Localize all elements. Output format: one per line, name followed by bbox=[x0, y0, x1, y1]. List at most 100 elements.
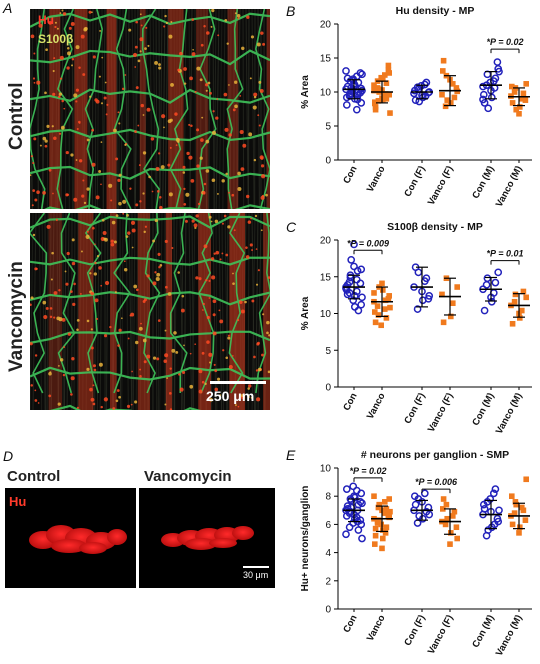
chart-e-point-0-27 bbox=[349, 519, 358, 527]
chart-e-point-2-5 bbox=[411, 500, 420, 509]
chart-e-category-0: Con bbox=[341, 613, 359, 635]
chart-e-category-5: Vanco (M) bbox=[494, 613, 525, 658]
chart-c-point-4-4 bbox=[494, 268, 503, 277]
micrograph-control-image bbox=[30, 9, 270, 209]
chart-b-point-3-11 bbox=[444, 97, 450, 103]
chart-e-point-2-3 bbox=[420, 489, 429, 498]
title-vancomycin-d: Vancomycin bbox=[144, 468, 232, 485]
chart-e-point-1-24 bbox=[385, 511, 392, 518]
chart-e-point-5-6 bbox=[511, 510, 518, 516]
chart-b-point-1-13 bbox=[382, 91, 389, 97]
chart-c-point-1-14 bbox=[387, 304, 393, 311]
chart-c-category-2: Con (F) bbox=[402, 391, 427, 426]
chart-b-point-1-23 bbox=[383, 96, 390, 102]
chart-b-point-0-13 bbox=[353, 95, 362, 104]
chart-e-sig-label-1: *P = 0.006 bbox=[415, 477, 458, 487]
chart-e-point-3-10 bbox=[440, 506, 446, 512]
chart-e-ylabel: Hu+ neurons/ganglion bbox=[300, 486, 311, 592]
chart-c-point-5-8 bbox=[520, 288, 527, 295]
chart-c-point-1-4 bbox=[386, 293, 392, 299]
chart-e-ytick-label-0: 0 bbox=[325, 605, 331, 616]
chart-c-point-1-13 bbox=[382, 297, 389, 304]
chart-c-point-0-9 bbox=[356, 279, 365, 288]
chart-e-point-1-2 bbox=[380, 527, 386, 533]
chart-c-point-1-8 bbox=[383, 315, 390, 321]
chart-b-category-4: Con (M) bbox=[470, 164, 496, 200]
chart-e-point-5-3 bbox=[519, 504, 525, 511]
chart-e-point-3-7 bbox=[447, 541, 453, 547]
label-hu-d: Hu bbox=[9, 494, 27, 509]
chart-b-point-3-9 bbox=[453, 85, 460, 91]
scale-bar-a bbox=[210, 381, 266, 384]
chart-c-category-0: Con bbox=[341, 391, 359, 413]
chart-c-point-5-6 bbox=[511, 298, 518, 305]
scale-bar-d bbox=[243, 566, 269, 568]
chart-c-point-4-1 bbox=[483, 274, 492, 283]
chart-b-point-5-7 bbox=[516, 110, 522, 117]
chart-b-point-5-6 bbox=[511, 89, 518, 95]
chart-c-point-4-8 bbox=[491, 278, 500, 287]
chart-b-point-5-2 bbox=[517, 104, 523, 110]
chart-c-point-0-4 bbox=[357, 300, 366, 309]
chart-c-point-3-0 bbox=[439, 291, 445, 298]
chart-b-point-4-0 bbox=[479, 82, 487, 91]
chart-c-point-0-11 bbox=[347, 255, 356, 264]
chart-b-point-0-25 bbox=[342, 101, 351, 109]
chart-e-point-5-11 bbox=[513, 501, 519, 508]
micrograph-vancomycin-image bbox=[30, 213, 270, 410]
micrograph-vancomycin: 250 μm bbox=[30, 213, 270, 410]
chart-e-point-1-13 bbox=[382, 530, 389, 536]
chart-e-point-3-1 bbox=[443, 501, 450, 508]
chart-c-point-1-10 bbox=[372, 309, 378, 315]
chart-b-point-5-5 bbox=[509, 100, 516, 106]
chart-c-point-4-6 bbox=[482, 280, 491, 289]
chart-b-point-3-2 bbox=[448, 100, 454, 106]
chart-c-sig-label-1: *P = 0.01 bbox=[487, 249, 524, 259]
chart-b-point-4-8 bbox=[491, 74, 500, 83]
chart-c-point-1-15 bbox=[371, 290, 377, 296]
chart-b-point-0-27 bbox=[349, 76, 358, 85]
chart-c-point-5-4 bbox=[523, 294, 529, 301]
chart-b-point-0-9 bbox=[356, 69, 365, 77]
chart-e-category-2: Con (F) bbox=[402, 613, 427, 648]
chart-c-point-5-3 bbox=[519, 307, 525, 314]
chart-e-title: # neurons per ganglion - SMP bbox=[361, 449, 509, 461]
chart-e-point-4-11 bbox=[484, 526, 493, 534]
chart-c-ytick-label-1: 5 bbox=[325, 346, 331, 357]
chart-c-title: S100β density - MP bbox=[387, 221, 483, 233]
chart-e-point-0-24 bbox=[356, 516, 365, 525]
chart-e-point-0-14 bbox=[358, 499, 366, 508]
chart-b-category-5: Vanco (M) bbox=[494, 164, 525, 209]
chart-e-point-0-29 bbox=[358, 534, 366, 543]
chart-b-point-1-8 bbox=[383, 80, 390, 86]
chart-c-point-1-7 bbox=[379, 280, 385, 287]
chart-b-point-1-24 bbox=[385, 67, 392, 74]
chart-b-category-2: Con (F) bbox=[402, 164, 427, 199]
chart-c-point-1-5 bbox=[372, 319, 379, 326]
chart-b-point-5-8 bbox=[520, 90, 527, 97]
chart-b-ytick-label-0: 0 bbox=[325, 156, 331, 167]
chart-b-point-3-3 bbox=[450, 81, 456, 87]
chart-c-point-0-8 bbox=[354, 306, 363, 315]
chart-c-point-3-3 bbox=[450, 300, 456, 307]
chart-c-point-1-9 bbox=[385, 296, 392, 302]
chart-e-point-3-4 bbox=[454, 535, 460, 542]
chart-e-point-1-8 bbox=[383, 524, 390, 531]
chart-e-point-2-8 bbox=[422, 507, 431, 516]
chart-s100b-density: C S100β density - MP 0 5 10 15 20 % Area Con Vanc… bbox=[286, 219, 532, 436]
chart-e-point-1-1 bbox=[375, 504, 382, 511]
chart-b-point-3-6 bbox=[442, 103, 449, 110]
chart-c-category-1: Vanco bbox=[365, 391, 388, 421]
chart-c-point-2-9 bbox=[424, 294, 433, 303]
chart-b-point-5-11 bbox=[513, 106, 519, 113]
chart-e-letter: E bbox=[286, 447, 296, 463]
panel-letter-d: D bbox=[3, 448, 14, 464]
micrograph-ganglion-control: Hu bbox=[5, 488, 136, 588]
chart-e-point-3-11 bbox=[444, 515, 450, 522]
chart-c-point-3-2 bbox=[448, 313, 454, 320]
chart-c-point-4-5 bbox=[480, 306, 489, 315]
chart-e-point-0-20 bbox=[343, 505, 352, 513]
chart-b-point-4-15 bbox=[479, 95, 487, 104]
chart-b-point-1-9 bbox=[385, 62, 392, 69]
chart-c-point-4-2 bbox=[487, 297, 496, 306]
